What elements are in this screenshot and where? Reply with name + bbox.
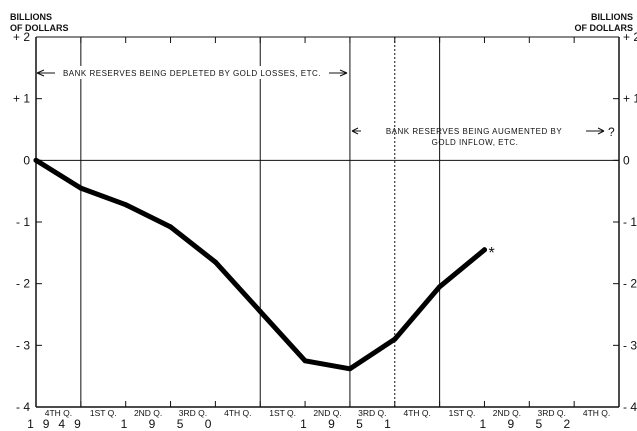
quarter-label-12: 4TH Q. — [583, 408, 610, 418]
data-point-1 — [78, 185, 84, 191]
annotation-augmented: BANK RESERVES BEING AUGMENTED BY ? GOLD … — [351, 125, 615, 147]
y-tick-label-left-3: - 1 — [16, 215, 30, 229]
quarter-label-6: 2ND Q. — [313, 408, 341, 418]
quarter-label-4: 4TH Q. — [224, 408, 251, 418]
quarter-label-10: 2ND Q. — [493, 408, 521, 418]
y-tick-label-left-4: - 2 — [16, 277, 30, 291]
x-quarter-labels: 4TH Q. 1ST Q. 2ND Q. 3RD Q. 4TH Q. 1ST Q. 2ND … — [45, 408, 611, 418]
data-point-5 — [257, 308, 263, 314]
year-label-1: 1 9 5 0 — [121, 417, 221, 431]
annotation-question-mark: ? — [608, 125, 615, 139]
data-point-7 — [347, 366, 353, 372]
y-tick-labels: + 2 + 2 + 1 + 1 0 0 - 1 - 1 - 2 - 2 - 3 - 3 - 4 - 4 — [13, 30, 637, 414]
axis-ticks — [35, 36, 620, 408]
quarter-label-9: 1ST Q. — [449, 408, 476, 418]
y-tick-label-right-0: + 2 — [623, 30, 637, 44]
y-tick-label-right-1: + 1 — [623, 92, 637, 106]
data-point-0 — [33, 157, 39, 163]
left-unit-label-line2: OF DOLLARS — [10, 23, 69, 33]
y-tick-label-left-6: - 4 — [16, 400, 30, 414]
y-tick-label-left-0: + 2 — [13, 30, 30, 44]
quarter-label-0: 4TH Q. — [45, 408, 72, 418]
y-tick-label-left-5: - 3 — [16, 338, 30, 352]
quarter-label-7: 3RD Q. — [358, 408, 386, 418]
reserves-series: * — [33, 157, 495, 372]
y-tick-label-right-2: 0 — [623, 153, 630, 167]
data-point-2 — [123, 202, 129, 208]
y-tick-label-right-5: - 3 — [623, 338, 637, 352]
y-tick-label-left-2: 0 — [23, 153, 30, 167]
end-marker: * — [488, 245, 494, 262]
data-point-3 — [168, 224, 174, 230]
y-tick-label-left-1: + 1 — [13, 92, 30, 106]
left-unit-label-line1: BILLIONS — [10, 12, 52, 22]
year-label-3: 1 9 5 2 — [479, 417, 579, 431]
quarter-label-1: 1ST Q. — [90, 408, 117, 418]
data-point-4 — [212, 259, 218, 265]
quarter-label-5: 1ST Q. — [269, 408, 296, 418]
data-point-9 — [437, 284, 443, 290]
quarter-label-8: 4TH Q. — [403, 408, 430, 418]
y-tick-label-right-4: - 2 — [623, 277, 637, 291]
quarter-label-3: 3RD Q. — [179, 408, 207, 418]
data-point-10 — [481, 247, 487, 253]
year-label-2: 1 9 5 1 — [300, 417, 400, 431]
x-year-labels: 1949 1 9 5 0 1 9 5 1 1 9 5 2 — [27, 417, 579, 431]
quarter-label-2: 2ND Q. — [134, 408, 162, 418]
y-tick-label-right-6: - 4 — [623, 400, 637, 414]
right-unit-label-line2: OF DOLLARS — [575, 23, 634, 33]
chart-frame — [35, 36, 620, 408]
annotation-depleted: BANK RESERVES BEING DEPLETED BY GOLD LOS… — [36, 66, 348, 79]
annotation-augmented-line1: BANK RESERVES BEING AUGMENTED BY — [386, 127, 563, 136]
data-point-8 — [392, 336, 398, 342]
quarter-label-11: 3RD Q. — [538, 408, 566, 418]
right-unit-label-line1: BILLIONS — [591, 12, 633, 22]
annotation-augmented-line2: GOLD INFLOW, ETC. — [432, 138, 519, 147]
y-tick-label-right-3: - 1 — [623, 215, 637, 229]
quarter-dividers — [80, 37, 441, 407]
annotation-depleted-text: BANK RESERVES BEING DEPLETED BY GOLD LOS… — [63, 69, 321, 78]
year-label-0: 1949 — [27, 417, 90, 431]
data-point-6 — [302, 358, 308, 364]
